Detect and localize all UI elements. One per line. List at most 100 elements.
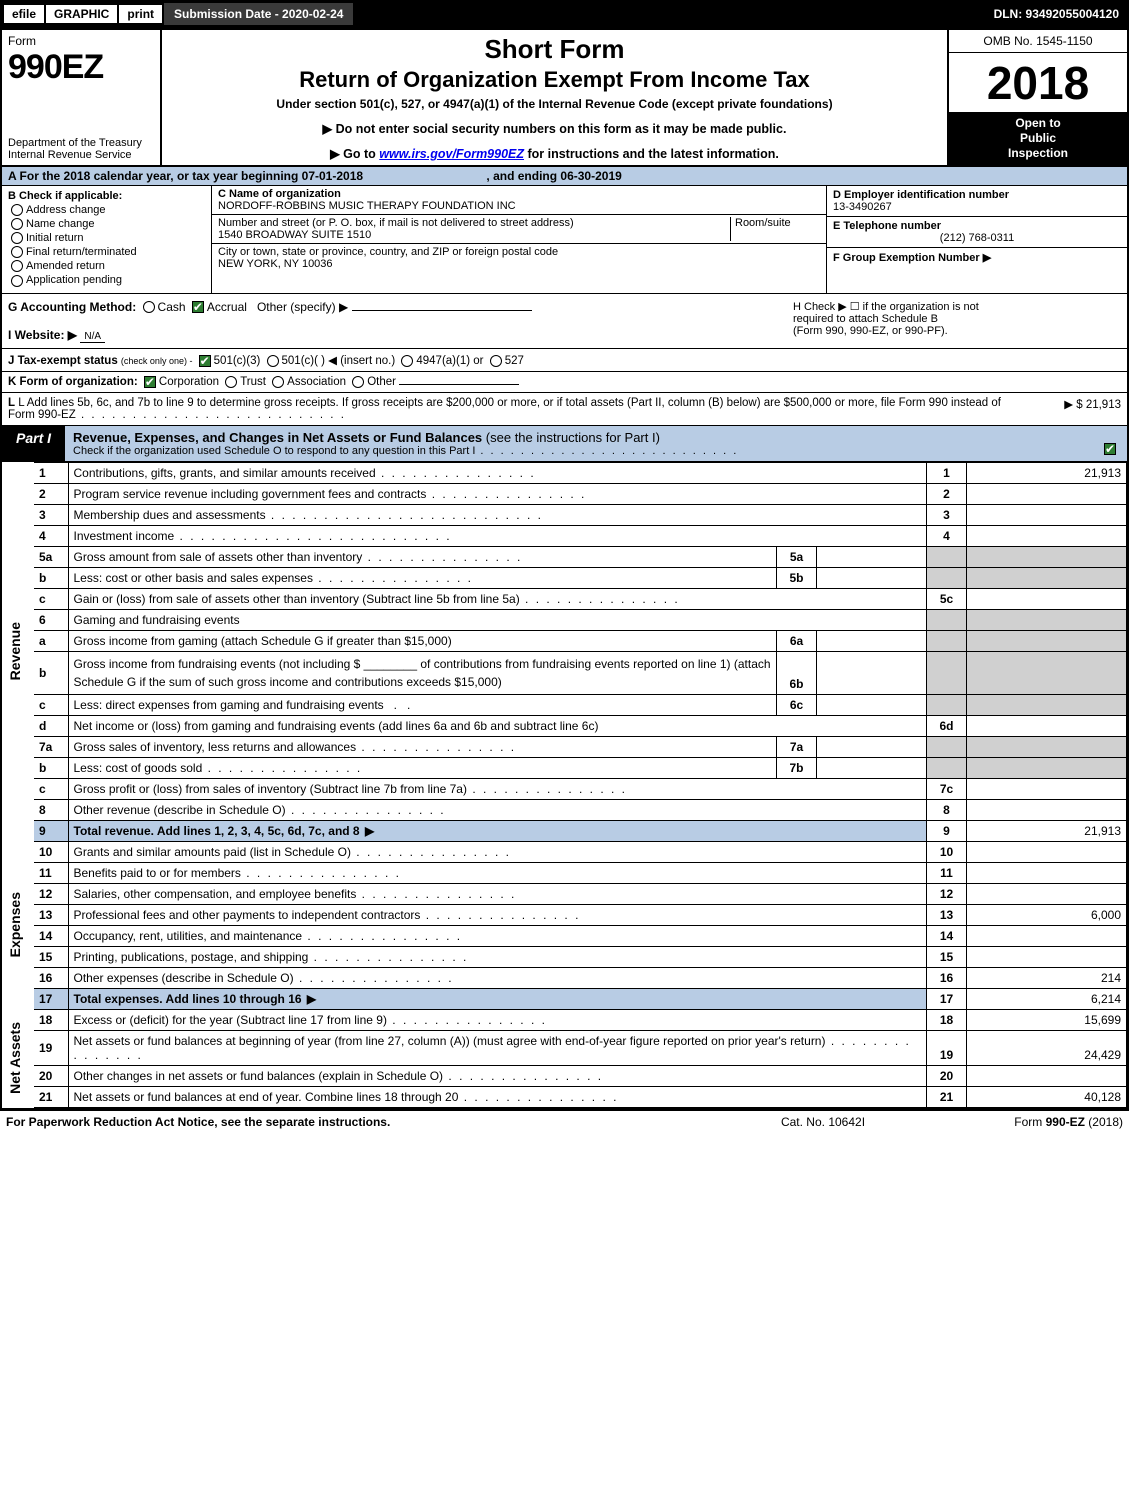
line-9-box: 9 (927, 820, 967, 841)
cb-name-change[interactable]: Name change (8, 218, 205, 230)
cb-4947[interactable] (401, 355, 413, 367)
top-toolbar: efile GRAPHIC print Submission Date - 20… (0, 0, 1129, 28)
line-6-box (927, 609, 967, 630)
block-b-header: B Check if applicable: (8, 190, 205, 202)
line-19-num: 19 (34, 1030, 68, 1065)
other-specify-input[interactable] (352, 310, 532, 311)
cb-application-pending[interactable]: Application pending (8, 274, 205, 286)
graphic-button[interactable]: GRAPHIC (46, 5, 117, 23)
opt-501c3: 501(c)(3) (214, 355, 261, 367)
line-5a-subval (817, 546, 927, 567)
line-6a-subbox: 6a (777, 630, 817, 651)
line-7a-val (967, 736, 1127, 757)
form-number: 990EZ (8, 48, 154, 87)
part1-schedule-o-cb[interactable] (1104, 443, 1116, 455)
link-prefix: ▶ Go to (330, 147, 379, 161)
street-value: 1540 BROADWAY SUITE 1510 (218, 229, 371, 241)
line-5c-num: c (34, 588, 68, 609)
line-7b-desc: Less: cost of goods sold (74, 761, 363, 775)
line-8-desc: Other revenue (describe in Schedule O) (74, 803, 446, 817)
line-9-num: 9 (34, 820, 68, 841)
line-4-box: 4 (927, 525, 967, 546)
link-suffix: for instructions and the latest informat… (524, 147, 779, 161)
line-6a-subval (817, 630, 927, 651)
cb-initial-return[interactable]: Initial return (8, 232, 205, 244)
print-button[interactable]: print (119, 5, 162, 23)
cb-accrual[interactable] (192, 301, 204, 313)
line-5b-subval (817, 567, 927, 588)
radio-cash[interactable] (143, 301, 155, 313)
group-exemption-label: F Group Exemption Number ▶ (833, 252, 991, 264)
footer-cat: Cat. No. 10642I (723, 1115, 923, 1129)
line-15-box: 15 (927, 946, 967, 967)
opt-corporation: Corporation (159, 376, 219, 388)
line-6d-desc: Net income or (loss) from gaming and fun… (68, 715, 927, 736)
line-14-box: 14 (927, 925, 967, 946)
line-20-val (967, 1065, 1127, 1086)
line-6c-subbox: 6c (777, 694, 817, 715)
phone-label: E Telephone number (833, 220, 1121, 232)
omb-number: OMB No. 1545-1150 (949, 30, 1127, 53)
line-7a-desc: Gross sales of inventory, less returns a… (74, 740, 517, 754)
line-21-val: 40,128 (967, 1086, 1127, 1107)
opt-association: Association (287, 376, 346, 388)
line-7c-val (967, 778, 1127, 799)
l-amount: ▶ $ 21,913 (1001, 397, 1121, 421)
cb-association[interactable] (272, 376, 284, 388)
line-6b-subval (817, 651, 927, 694)
line-6b-val (967, 651, 1127, 694)
line-6a-val (967, 630, 1127, 651)
line-7c-desc: Gross profit or (loss) from sales of inv… (74, 782, 628, 796)
line-4-desc: Investment income (74, 529, 452, 543)
cb-other-org[interactable] (352, 376, 364, 388)
line-17-num: 17 (34, 988, 68, 1009)
line-7c-num: c (34, 778, 68, 799)
line-4-num: 4 (34, 525, 68, 546)
line-1-box: 1 (927, 462, 967, 483)
title-return: Return of Organization Exempt From Incom… (170, 67, 939, 93)
cb-527[interactable] (490, 355, 502, 367)
line-21-num: 21 (34, 1086, 68, 1107)
page-footer: For Paperwork Reduction Act Notice, see … (0, 1110, 1129, 1133)
phone-value: (212) 768-0311 (833, 232, 1121, 244)
subtitle: Under section 501(c), 527, or 4947(a)(1)… (170, 97, 939, 111)
line-11-num: 11 (34, 862, 68, 883)
line-17-box: 17 (927, 988, 967, 1009)
form-990ez: Form 990EZ Department of the Treasury In… (0, 28, 1129, 1110)
tax-period-row: A For the 2018 calendar year, or tax yea… (2, 167, 1127, 186)
cb-corporation[interactable] (144, 376, 156, 388)
cb-501c3[interactable] (199, 355, 211, 367)
line-5a-box (927, 546, 967, 567)
block-b: B Check if applicable: Address change Na… (2, 186, 212, 293)
website-label: I Website: ▶ (8, 328, 77, 342)
line-2-box: 2 (927, 483, 967, 504)
cb-final-return[interactable]: Final return/terminated (8, 246, 205, 258)
opt-other-org: Other (367, 376, 396, 388)
part1-tab: Part I (2, 426, 65, 461)
line-6-val (967, 609, 1127, 630)
line-4-val (967, 525, 1127, 546)
website-value: N/A (80, 331, 105, 343)
other-org-input[interactable] (399, 384, 519, 385)
line-1-desc: Contributions, gifts, grants, and simila… (74, 466, 536, 480)
cb-trust[interactable] (225, 376, 237, 388)
room-suite-label: Room/suite (730, 217, 820, 241)
line-10-desc: Grants and similar amounts paid (list in… (74, 845, 511, 859)
cb-address-change[interactable]: Address change (8, 204, 205, 216)
efile-button[interactable]: efile (4, 5, 44, 23)
line-1-num: 1 (34, 462, 68, 483)
line-18-desc: Excess or (deficit) for the year (Subtra… (74, 1013, 547, 1027)
irs-link[interactable]: www.irs.gov/Form990EZ (379, 147, 524, 161)
k-label: K Form of organization: (8, 376, 138, 388)
row-l: L L Add lines 5b, 6c, and 7b to line 9 t… (2, 393, 1127, 426)
instruction-link: ▶ Go to www.irs.gov/Form990EZ for instru… (170, 146, 939, 161)
cb-501c[interactable] (267, 355, 279, 367)
line-8-val (967, 799, 1127, 820)
line-16-desc: Other expenses (describe in Schedule O) (74, 971, 454, 985)
block-c: C Name of organization NORDOFF-ROBBINS M… (212, 186, 827, 293)
revenue-side-label: Revenue (7, 622, 23, 680)
org-name: NORDOFF-ROBBINS MUSIC THERAPY FOUNDATION… (218, 200, 516, 212)
form-word: Form (8, 34, 154, 48)
part1-header: Part I Revenue, Expenses, and Changes in… (2, 426, 1127, 462)
cb-amended-return[interactable]: Amended return (8, 260, 205, 272)
